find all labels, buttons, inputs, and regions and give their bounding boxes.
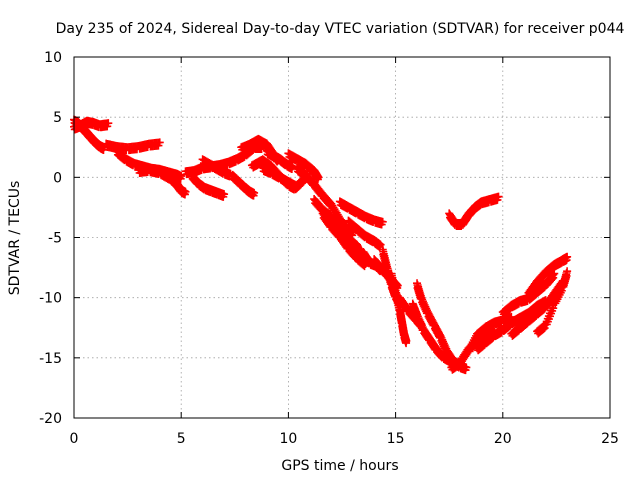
data-track bbox=[70, 116, 113, 134]
data-point bbox=[292, 181, 301, 190]
data-track bbox=[335, 197, 387, 229]
data-points bbox=[70, 115, 572, 375]
x-axis-label: GPS time / hours bbox=[281, 458, 398, 474]
data-track bbox=[134, 164, 190, 199]
y-tick-label: -10 bbox=[39, 291, 62, 307]
data-track bbox=[445, 192, 503, 231]
data-track bbox=[284, 149, 323, 184]
data-point bbox=[417, 293, 426, 302]
data-track bbox=[387, 269, 411, 348]
y-tick-labels: -20 -15 -10 -5 0 5 10 bbox=[39, 50, 62, 427]
data-point bbox=[549, 304, 558, 313]
data-track bbox=[102, 138, 164, 155]
x-tick-label: 10 bbox=[279, 431, 297, 447]
data-point bbox=[104, 119, 113, 128]
data-point bbox=[549, 273, 558, 282]
data-point bbox=[557, 286, 566, 295]
data-track bbox=[318, 209, 370, 271]
data-point bbox=[376, 240, 385, 249]
data-track bbox=[533, 267, 572, 338]
y-tick-label: -15 bbox=[39, 351, 62, 367]
data-point bbox=[563, 252, 572, 261]
y-axis-label: SDTVAR / TECUs bbox=[7, 181, 23, 296]
data-track bbox=[258, 163, 301, 193]
data-track bbox=[198, 155, 235, 181]
data-point bbox=[402, 336, 411, 345]
axes bbox=[73, 56, 611, 419]
y-tick-label: 10 bbox=[44, 50, 62, 66]
data-point bbox=[436, 332, 445, 341]
data-track bbox=[464, 312, 516, 356]
x-tick-labels: 0 5 10 15 20 25 bbox=[70, 431, 619, 447]
data-track bbox=[524, 252, 572, 299]
x-tick-label: 20 bbox=[494, 431, 512, 447]
data-point bbox=[220, 190, 229, 199]
data-point bbox=[314, 173, 323, 182]
y-tick-label: -5 bbox=[48, 231, 62, 247]
data-point bbox=[539, 324, 548, 333]
data-point bbox=[155, 138, 164, 147]
data-point bbox=[548, 275, 557, 284]
y-tick-label: -20 bbox=[39, 411, 62, 427]
data-point bbox=[378, 217, 387, 226]
data-track bbox=[228, 170, 259, 200]
y-tick-label: 5 bbox=[53, 110, 62, 126]
data-track bbox=[473, 296, 550, 355]
y-tick-label: 0 bbox=[53, 170, 62, 186]
x-tick-label: 15 bbox=[387, 431, 405, 447]
data-track bbox=[292, 163, 357, 240]
data-point bbox=[288, 162, 297, 171]
data-track bbox=[344, 216, 385, 252]
x-tick-label: 25 bbox=[601, 431, 619, 447]
data-point bbox=[413, 310, 422, 319]
data-point bbox=[530, 282, 539, 291]
data-point bbox=[563, 267, 572, 276]
x-tick-label: 5 bbox=[177, 431, 186, 447]
data-track bbox=[262, 146, 297, 174]
data-track bbox=[187, 170, 229, 201]
x-tick-label: 0 bbox=[70, 431, 79, 447]
data-point bbox=[250, 188, 259, 197]
chart-title: Day 235 of 2024, Sidereal Day-to-day VTE… bbox=[56, 21, 625, 37]
data-point bbox=[462, 363, 471, 372]
data-point bbox=[181, 187, 190, 196]
data-point bbox=[177, 172, 186, 181]
data-point bbox=[494, 192, 503, 201]
